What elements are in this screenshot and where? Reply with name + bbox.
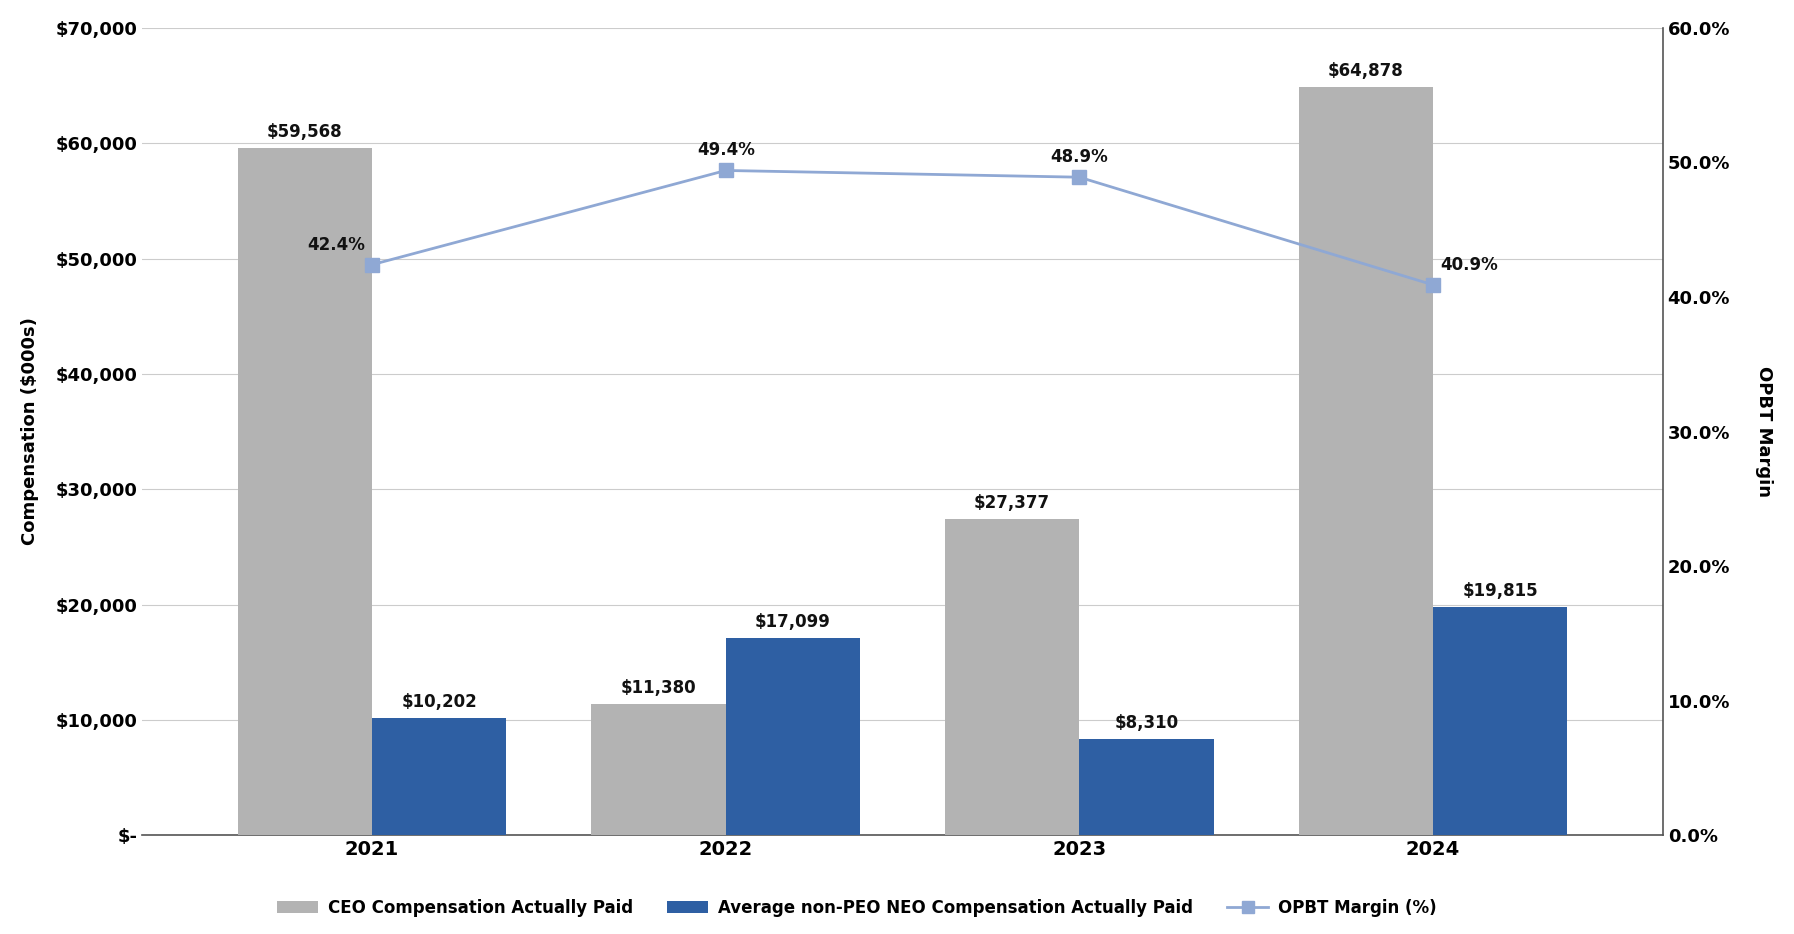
Text: $8,310: $8,310 xyxy=(1114,715,1179,732)
Bar xyxy=(1299,87,1433,835)
Bar xyxy=(1080,740,1215,835)
Text: 42.4%: 42.4% xyxy=(307,235,366,253)
Bar xyxy=(371,717,506,835)
Y-axis label: OPBT Margin: OPBT Margin xyxy=(1755,366,1772,497)
Text: $19,815: $19,815 xyxy=(1462,582,1537,600)
Text: $17,099: $17,099 xyxy=(755,613,831,631)
Text: 40.9%: 40.9% xyxy=(1441,256,1498,274)
Text: 48.9%: 48.9% xyxy=(1051,149,1109,166)
Bar xyxy=(727,638,859,835)
Bar xyxy=(945,519,1080,835)
Text: $11,380: $11,380 xyxy=(621,679,696,697)
Y-axis label: Compensation ($000s): Compensation ($000s) xyxy=(22,318,39,545)
Text: 49.4%: 49.4% xyxy=(696,141,755,160)
Legend: CEO Compensation Actually Paid, Average non-PEO NEO Compensation Actually Paid, : CEO Compensation Actually Paid, Average … xyxy=(271,892,1444,924)
Text: $59,568: $59,568 xyxy=(267,123,343,141)
Bar xyxy=(592,704,727,835)
Text: $27,377: $27,377 xyxy=(974,494,1049,513)
Bar xyxy=(1433,607,1568,835)
Text: $64,878: $64,878 xyxy=(1328,62,1403,80)
Text: $10,202: $10,202 xyxy=(402,693,477,711)
Bar xyxy=(239,149,371,835)
